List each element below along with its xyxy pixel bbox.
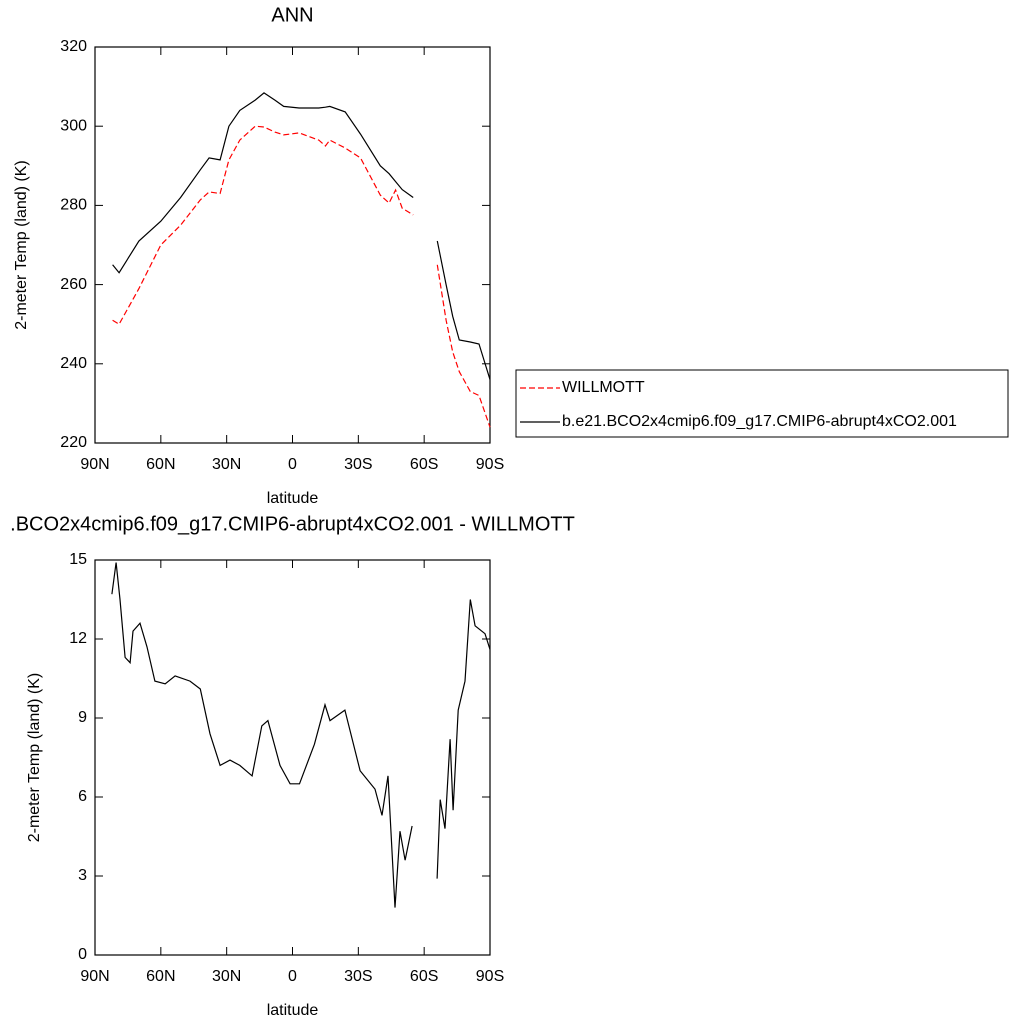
x-tick-label: 60N: [146, 968, 175, 985]
x-tick-label: 60S: [410, 456, 438, 473]
x-tick-label: 90S: [476, 456, 504, 473]
y-tick-label: 0: [78, 946, 87, 963]
y-axis-label: 2-meter Temp (land) (K): [26, 673, 43, 843]
legend-box: [515, 369, 1009, 438]
x-tick-label: 60S: [410, 968, 438, 985]
y-tick-label: 220: [60, 434, 87, 451]
x-tick-label: 90N: [80, 456, 109, 473]
y-tick-label: 300: [60, 117, 87, 134]
y-tick-label: 9: [78, 709, 87, 726]
x-tick-label: 30S: [344, 968, 372, 985]
data-line: [112, 125, 491, 428]
y-tick-label: 240: [60, 355, 87, 372]
x-tick-label: 60N: [146, 456, 175, 473]
y-tick-label: 12: [69, 630, 87, 647]
legend-label: b.e21.BCO2x4cmip6.f09_g17.CMIP6-abrupt4x…: [562, 413, 957, 430]
y-tick-label: 320: [60, 38, 87, 55]
data-line: [111, 562, 491, 908]
chart-title: ANN: [271, 4, 313, 26]
plot-frame: [94, 46, 491, 444]
data-line: [112, 92, 491, 380]
legend-label: WILLMOTT: [562, 379, 645, 396]
x-tick-label: 0: [288, 456, 297, 473]
x-tick-label: 30N: [212, 968, 241, 985]
y-tick-label: 3: [78, 867, 87, 884]
y-tick-label: 15: [69, 551, 87, 568]
y-tick-label: 280: [60, 197, 87, 214]
chart-title: .BCO2x4cmip6.f09_g17.CMIP6-abrupt4xCO2.0…: [10, 513, 575, 535]
plot-frame: [94, 559, 491, 956]
x-tick-label: 0: [288, 968, 297, 985]
x-tick-label: 30S: [344, 456, 372, 473]
y-tick-label: 260: [60, 276, 87, 293]
x-axis-label: latitude: [267, 490, 319, 507]
y-tick-label: 6: [78, 788, 87, 805]
y-axis-label: 2-meter Temp (land) (K): [13, 160, 30, 330]
x-tick-label: 30N: [212, 456, 241, 473]
x-axis-label: latitude: [267, 1002, 319, 1019]
x-tick-label: 90S: [476, 968, 504, 985]
x-tick-label: 90N: [80, 968, 109, 985]
